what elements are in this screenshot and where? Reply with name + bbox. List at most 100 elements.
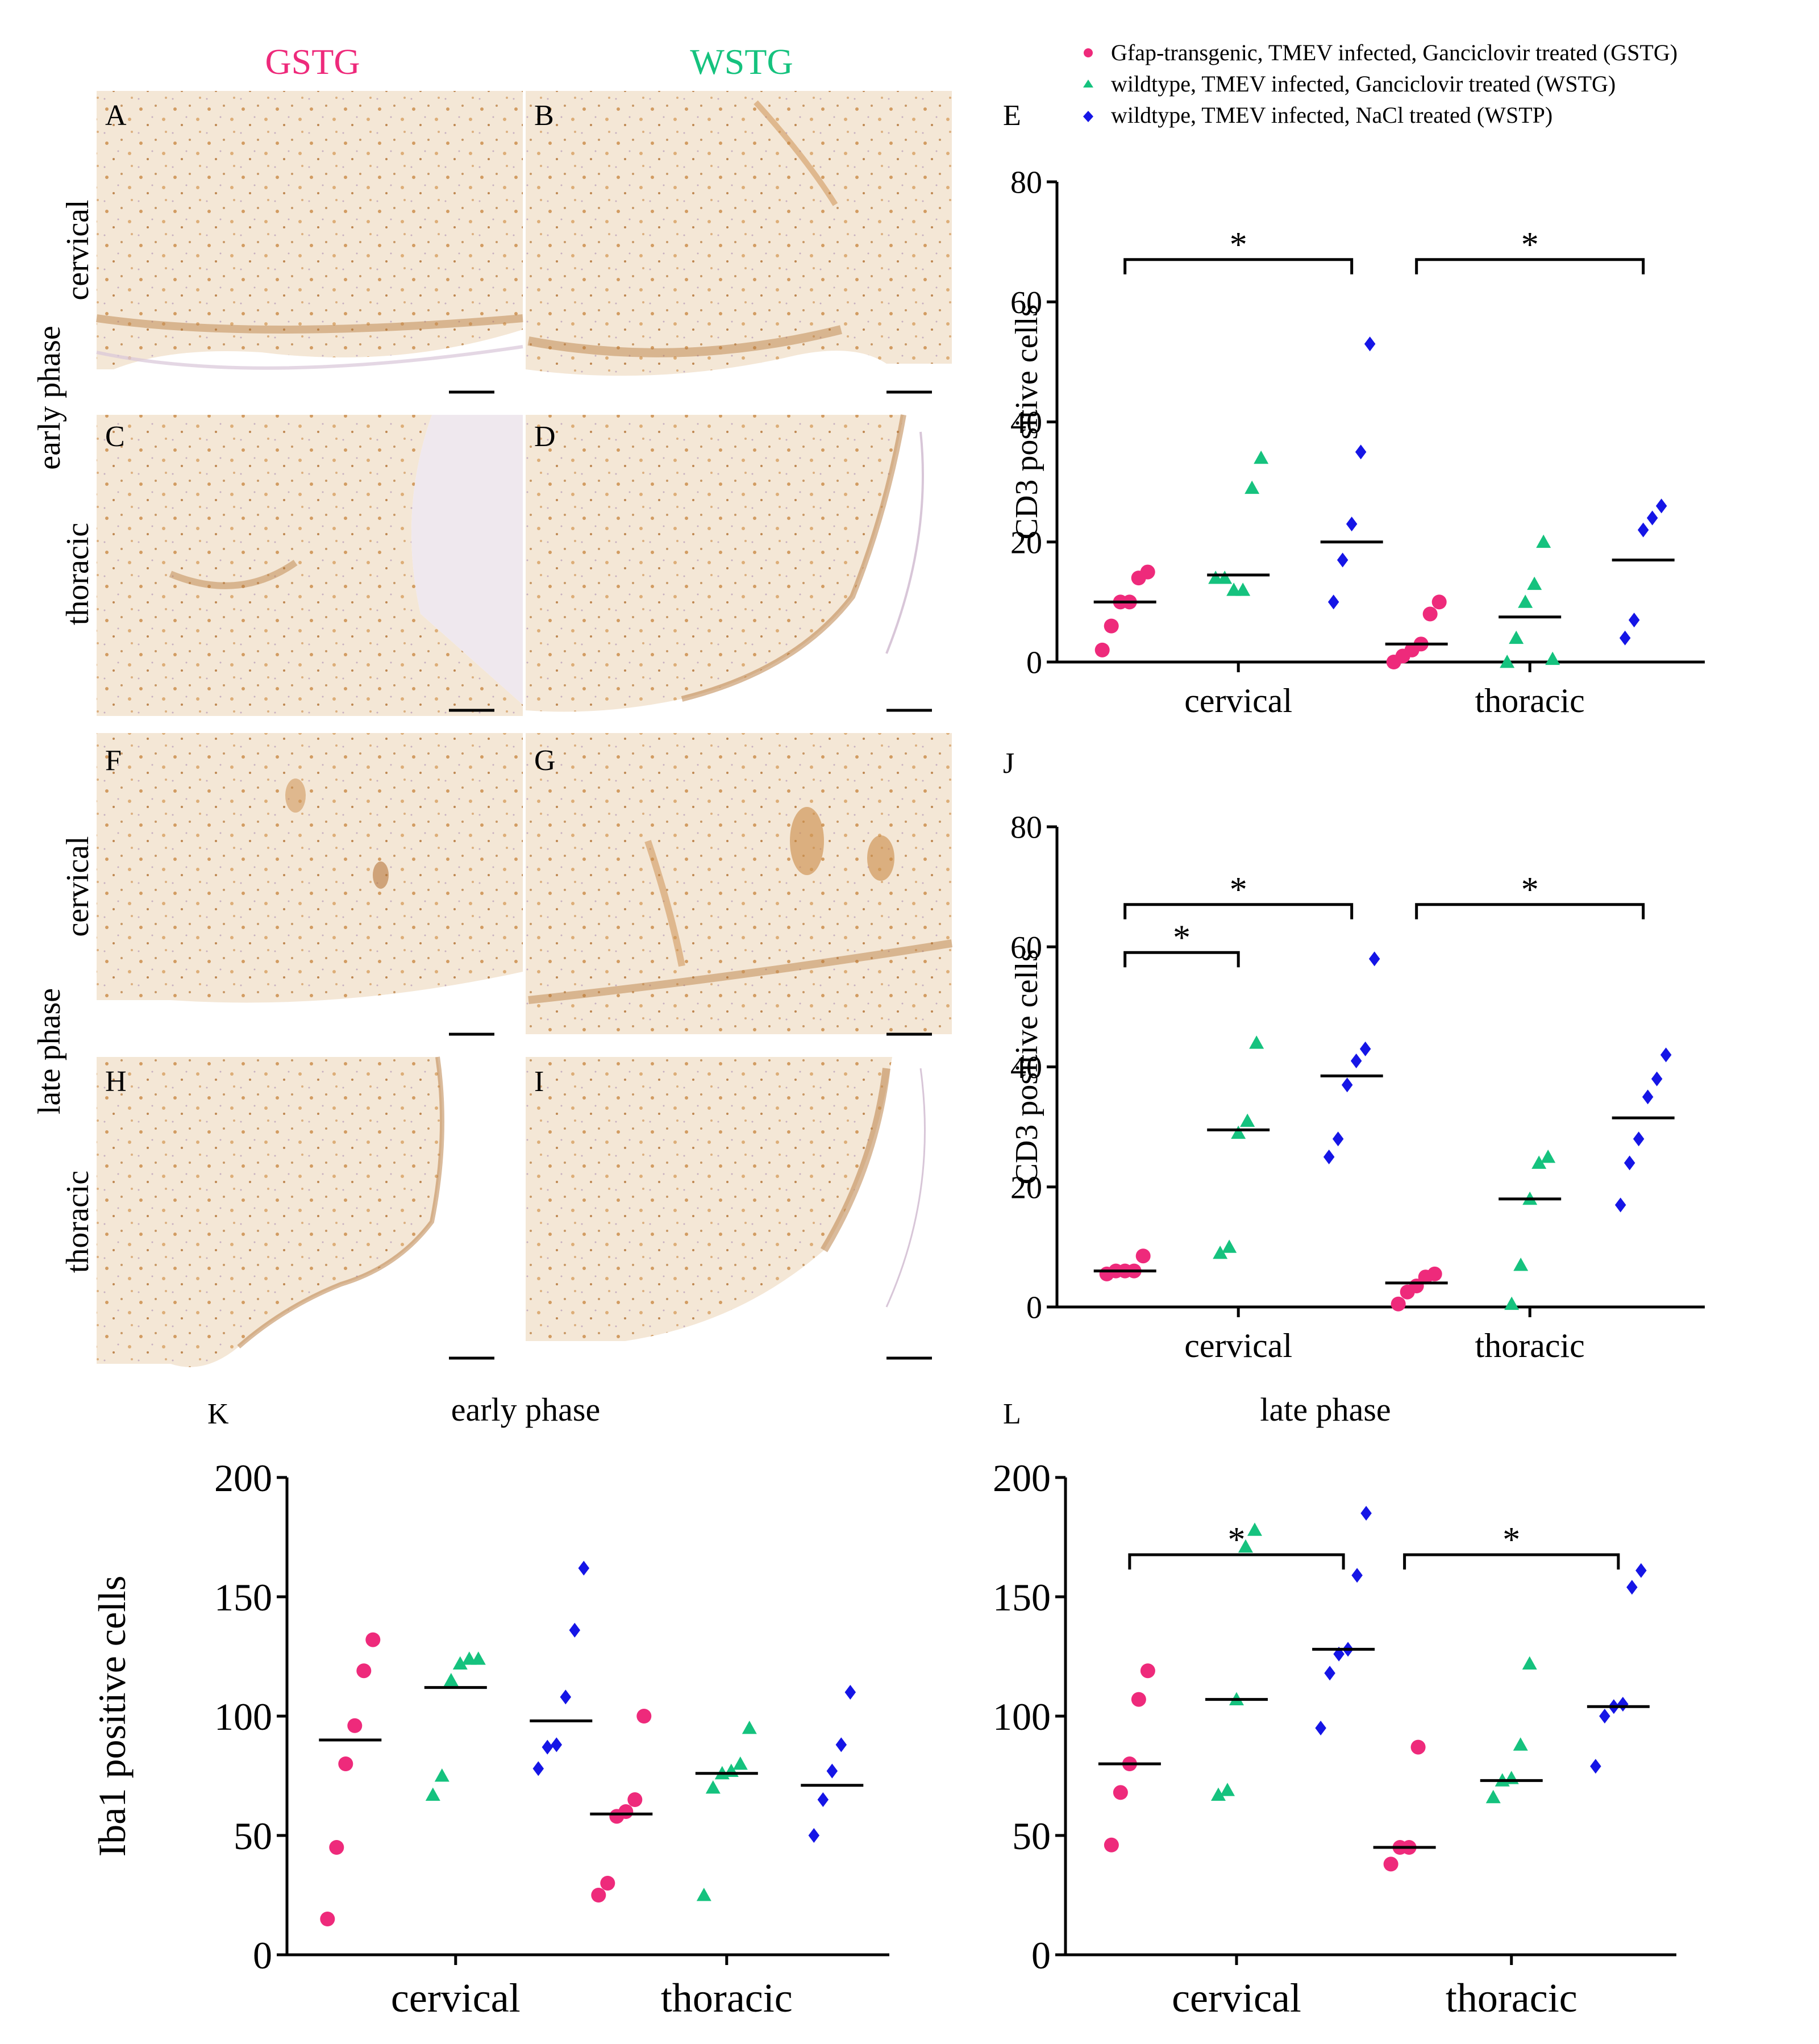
data-point [1431, 594, 1447, 610]
micrograph-d [526, 414, 932, 712]
phase-label-early: early phase [32, 326, 67, 469]
micrograph-i [526, 1057, 932, 1360]
significance-bracket [1123, 951, 1240, 968]
data-point [1104, 618, 1119, 634]
significance-star: * [1173, 918, 1191, 957]
data-point [636, 1709, 652, 1724]
micrograph-grid [96, 91, 953, 1367]
chart-cd3-late: 0 20 40 60 80 CD3 positive cells cervical thora… [1009, 810, 1705, 1364]
data-point [1626, 1580, 1638, 1595]
panel-letter-e: E [1003, 99, 1021, 132]
data-point [1522, 1656, 1537, 1670]
data-point [1368, 951, 1380, 967]
legend-label-wstg: wildtype, TMEV infected, Ganciclovir tre… [1111, 71, 1616, 97]
x-tick-label: thoracic [661, 1975, 793, 2021]
data-point [1104, 1837, 1119, 1852]
data-point [705, 1780, 721, 1794]
x-tick-label: thoracic [1446, 1975, 1577, 2021]
micrograph-a [96, 91, 523, 394]
data-point [443, 1673, 459, 1687]
region-label-late-cervical: cervical [60, 836, 95, 936]
data-point [1244, 480, 1260, 494]
micrograph-h [97, 1056, 494, 1367]
panel-letter-a: A [105, 99, 127, 132]
data-point [560, 1689, 572, 1705]
y-tick-label: 40 [1010, 1050, 1042, 1085]
data-point [1346, 517, 1358, 532]
x-tick-label: cervical [1184, 682, 1292, 719]
data-point [1545, 651, 1560, 665]
data-point [471, 1651, 486, 1665]
y-tick-label: 40 [1010, 405, 1042, 440]
data-point [1617, 1697, 1629, 1712]
y-tick-label: 100 [214, 1695, 272, 1738]
y-tick-label: 80 [1010, 810, 1042, 846]
data-point [1235, 582, 1251, 596]
data-point [1240, 1113, 1255, 1127]
chart-cd3-early: 0 20 40 60 80 CD3 positive cells cervical thora… [1009, 165, 1705, 719]
data-point [347, 1718, 363, 1733]
data-point [1140, 564, 1155, 580]
micrograph-c [97, 415, 523, 716]
data-point [1337, 552, 1348, 568]
data-point [1410, 1739, 1426, 1755]
data-point [452, 1656, 468, 1670]
x-tick-label: cervical [1172, 1975, 1301, 2021]
panel-letter-l: L [1003, 1398, 1021, 1430]
significance-star: * [1521, 226, 1539, 264]
data-point [1135, 1248, 1151, 1264]
chart-title: late phase [1260, 1391, 1391, 1428]
data-point [1660, 1047, 1672, 1063]
data-point [742, 1721, 757, 1734]
y-tick-label: 150 [993, 1576, 1051, 1619]
data-point [1655, 498, 1667, 514]
data-point [591, 1888, 606, 1903]
significance-bracket [1415, 903, 1645, 919]
panel-letter-h: H [105, 1065, 127, 1098]
y-tick-label: 20 [1010, 525, 1042, 560]
x-tick-label: thoracic [1475, 682, 1585, 719]
significance-bracket [1128, 1553, 1345, 1570]
y-tick-label: 0 [1031, 1934, 1051, 1977]
data-point [1351, 1568, 1363, 1583]
data-point [1624, 1155, 1635, 1171]
panel-letter-f: F [105, 744, 122, 777]
data-point [1341, 1077, 1353, 1093]
data-point [1254, 450, 1269, 464]
data-point [1364, 336, 1376, 352]
data-point [1590, 1759, 1601, 1774]
data-point [1637, 522, 1649, 538]
data-point [1315, 1721, 1326, 1735]
panel-letter-d: D [534, 421, 556, 453]
data-point [1518, 594, 1533, 608]
panel-letter-g: G [534, 744, 556, 777]
legend-label-gstg: Gfap-transgenic, TMEV infected, Ganciclo… [1111, 40, 1678, 65]
data-point [1231, 1125, 1246, 1139]
significance-star: * [1502, 1521, 1520, 1559]
phase-label-late: late phase [32, 988, 67, 1114]
y-tick-label: 200 [993, 1456, 1051, 1500]
y-tick-label: 60 [1010, 930, 1042, 965]
data-point [1327, 594, 1339, 610]
x-tick-label: cervical [391, 1975, 521, 2021]
data-point [835, 1737, 847, 1752]
data-point [1614, 1197, 1626, 1213]
panel-letter-i: I [534, 1065, 544, 1098]
data-point [627, 1792, 643, 1807]
data-point [365, 1632, 381, 1647]
panel-letter-b: B [534, 99, 554, 132]
micrograph-g [526, 733, 953, 1036]
data-point [1541, 1149, 1556, 1163]
data-point [569, 1622, 581, 1638]
significance-star: * [1230, 871, 1247, 909]
data-point [600, 1876, 615, 1891]
x-tick-label: cervical [1184, 1327, 1292, 1364]
data-point [1359, 1041, 1371, 1056]
significance-bracket [1403, 1553, 1620, 1570]
data-point [1360, 1506, 1372, 1521]
data-point [696, 1888, 711, 1901]
data-point [1531, 1155, 1547, 1169]
data-point [434, 1768, 449, 1782]
significance-bracket [1415, 258, 1645, 274]
data-point [1527, 576, 1542, 590]
